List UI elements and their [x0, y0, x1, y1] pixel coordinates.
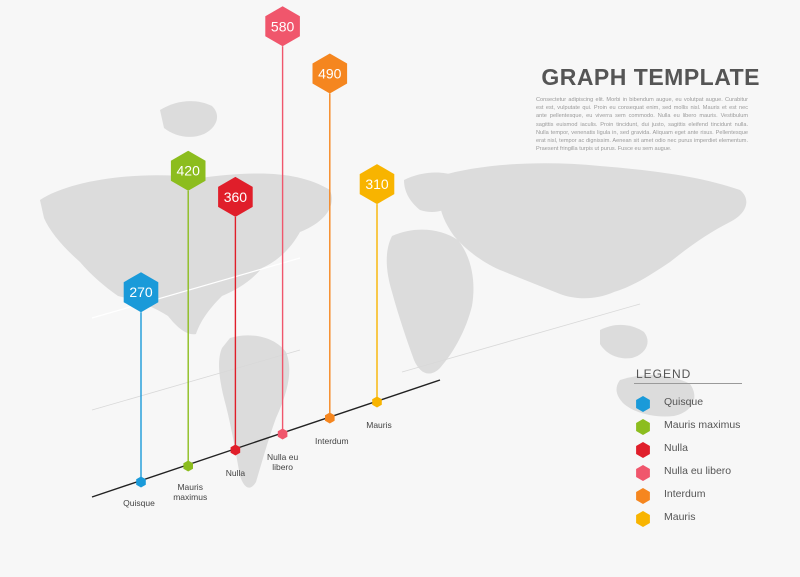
series-pin: 310 Mauris	[359, 164, 395, 430]
legend-label: Mauris	[664, 511, 696, 523]
legend-swatch	[636, 419, 650, 435]
category-label: Quisque	[123, 498, 155, 508]
world-map-background	[40, 101, 747, 488]
value-label: 360	[224, 189, 248, 205]
pin-base-marker	[136, 476, 146, 488]
series-pin: 490 Interdum	[312, 53, 349, 446]
pin-base-marker	[277, 428, 288, 440]
guide-line	[91, 257, 301, 319]
legend-label: Nulla eu libero	[664, 465, 732, 477]
legend-label: Interdum	[664, 488, 706, 500]
guide-line	[401, 303, 641, 373]
value-hexagon	[218, 176, 253, 217]
legend-swatch	[636, 442, 650, 458]
category-label: Nulla	[226, 468, 246, 478]
pin-base-marker	[183, 460, 193, 472]
guide-line	[91, 349, 301, 411]
pin-base-marker	[325, 412, 335, 424]
legend-label: Quisque	[664, 396, 704, 408]
category-label: Nulla eu libero	[267, 452, 298, 472]
value-label: 310	[365, 176, 389, 192]
series-pin: 580 Nulla eu libero	[265, 6, 300, 472]
legend-swatch	[636, 511, 650, 527]
series-pin: 420 Mauris maximus	[170, 150, 207, 502]
category-label: Mauris	[366, 420, 392, 430]
category-label: Interdum	[315, 436, 349, 446]
page-title: GRAPH TEMPLATE	[541, 64, 760, 90]
value-hexagon	[359, 164, 395, 205]
value-hexagon	[170, 150, 206, 191]
pin-base-marker	[372, 396, 382, 408]
legend-label: Nulla	[664, 442, 688, 454]
value-hexagon	[312, 53, 348, 94]
value-hexagon	[123, 272, 159, 313]
series-pin: 270 Quisque	[123, 272, 159, 508]
value-label: 270	[129, 284, 153, 300]
legend-divider	[634, 383, 742, 384]
value-label: 420	[177, 163, 201, 179]
value-label: 490	[318, 66, 342, 82]
value-hexagon	[265, 6, 300, 47]
legend-swatch	[636, 396, 650, 412]
series-layer: 270 Quisque 420 Mauris maximus 360 Nulla 580 Nul…	[123, 6, 395, 508]
description-text: Consectetur adipiscing elit. Morbi in bi…	[536, 97, 748, 153]
legend-swatch	[636, 488, 650, 504]
series-pin: 360 Nulla	[218, 176, 253, 478]
legend-swatch	[636, 465, 650, 481]
pin-base-marker	[230, 444, 241, 456]
value-label: 580	[271, 18, 295, 34]
baseline-axis	[91, 379, 441, 498]
legend-label: Mauris maximus	[664, 419, 741, 431]
legend-title: LEGEND	[636, 367, 692, 381]
category-label: Mauris maximus	[173, 482, 207, 502]
